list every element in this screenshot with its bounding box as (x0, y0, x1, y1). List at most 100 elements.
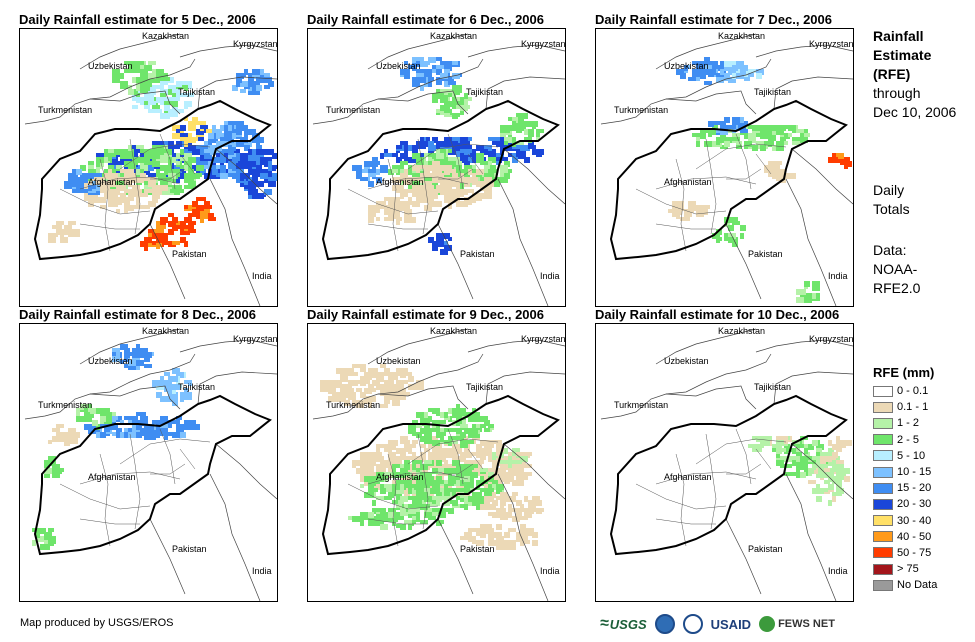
rainfall-cell (736, 73, 744, 77)
rainfall-cell (700, 73, 706, 79)
rainfall-cell (168, 89, 172, 95)
rainfall-cell (156, 392, 162, 398)
rainfall-cell (508, 508, 512, 512)
rainfall-cell (232, 129, 238, 135)
rainfall-cell (160, 428, 164, 432)
rainfall-cell (444, 233, 450, 239)
rainfall-cell (212, 169, 218, 173)
rainfall-cell (392, 472, 396, 478)
rainfall-cell (144, 416, 148, 422)
rainfall-cell (748, 69, 756, 73)
rainfall-cell (180, 133, 188, 139)
rainfall-cell (504, 512, 508, 516)
rainfall-cell (384, 380, 390, 386)
rainfall-cell (756, 69, 760, 73)
rainfall-cell (436, 165, 444, 171)
rainfall-cell (720, 61, 724, 67)
rainfall-cell (704, 65, 712, 69)
rainfall-cell (172, 101, 178, 107)
rainfall-cell (372, 209, 380, 213)
country-border (89, 90, 181, 115)
rainfall-cell (496, 524, 502, 530)
rainfall-cell (416, 177, 424, 181)
rainfall-cell (512, 448, 520, 452)
rainfall-cell (832, 460, 836, 464)
rainfall-cell (152, 380, 160, 386)
rainfall-cell (460, 440, 466, 444)
rainfall-cell (168, 77, 174, 83)
country-label-afghanistan: Afghanistan (664, 177, 712, 187)
rainfall-cell (164, 436, 168, 440)
rainfall-cell (748, 73, 754, 77)
rainfall-cell (804, 281, 810, 287)
rainfall-cell (360, 400, 368, 404)
rainfall-cell (164, 109, 170, 115)
rainfall-cell (248, 185, 254, 191)
rainfall-cell (432, 241, 438, 245)
rainfall-cell (360, 177, 368, 181)
legend-title: RFE (mm) (873, 365, 935, 380)
rainfall-cell (460, 173, 464, 177)
dhs-seal-icon (682, 614, 703, 634)
rainfall-cell (436, 145, 440, 151)
rainfall-cell (508, 544, 516, 550)
rainfall-cell (164, 113, 170, 119)
rainfall-cell (96, 424, 100, 430)
legend-label: 10 - 15 (897, 466, 932, 479)
rainfall-cell (120, 185, 126, 191)
province-boundary (99, 453, 111, 547)
rainfall-cell (252, 161, 256, 167)
rainfall-cell (248, 149, 252, 155)
rainfall-cell (140, 205, 146, 209)
rainfall-cell (464, 149, 472, 153)
rainfall-cell (392, 169, 398, 173)
rainfall-cell (504, 456, 508, 460)
rainfall-cell (840, 161, 844, 165)
rainfall-cell (716, 77, 724, 83)
rainfall-cell (428, 141, 434, 145)
rainfall-cell (376, 177, 382, 181)
rainfall-cell (368, 173, 376, 177)
rainfall-cell (44, 544, 50, 550)
rainfall-cell (148, 153, 156, 159)
rainfall-cell (416, 504, 424, 510)
rainfall-cell (68, 233, 76, 237)
country-border (215, 148, 277, 205)
rainfall-cell (100, 412, 106, 416)
province-boundary (129, 138, 141, 235)
province-boundary (447, 428, 464, 485)
rainfall-cell (368, 484, 372, 488)
rainfall-cell (408, 508, 416, 514)
rainfall-cell (184, 396, 192, 400)
rainfall-cell (828, 157, 834, 161)
rainfall-cell (732, 117, 740, 121)
rainfall-cell (136, 177, 142, 181)
rainfall-cell (120, 432, 124, 438)
rainfall-cell (480, 456, 486, 460)
rainfall-cell (152, 69, 156, 75)
rainfall-cell (60, 233, 64, 237)
rainfall-cell (104, 157, 108, 163)
country-label-kazakhstan: Kazakhstan (718, 31, 766, 41)
rainfall-cell (104, 420, 112, 424)
rainfall-cell (172, 241, 180, 245)
rainfall-cell (360, 516, 366, 520)
rainfall-cell (800, 293, 808, 299)
rainfall-cell (172, 400, 178, 406)
rainfall-cell (772, 125, 776, 131)
rainfall-cell (396, 472, 400, 478)
rainfall-cell (468, 416, 472, 422)
rainfall-cell (448, 448, 456, 452)
map-canvas (24, 33, 277, 306)
rainfall-cell (160, 89, 166, 95)
province-boundary (655, 223, 716, 230)
rainfall-cell (452, 440, 458, 444)
rainfall-cell (488, 492, 492, 496)
rainfall-cell (200, 213, 206, 219)
rainfall-cell (484, 484, 488, 490)
rainfall-cell (172, 420, 178, 424)
rainfall-cell (364, 372, 368, 378)
rainfall-cell (120, 85, 126, 89)
rainfall-cell (404, 460, 410, 464)
rainfall-cell (452, 408, 460, 412)
